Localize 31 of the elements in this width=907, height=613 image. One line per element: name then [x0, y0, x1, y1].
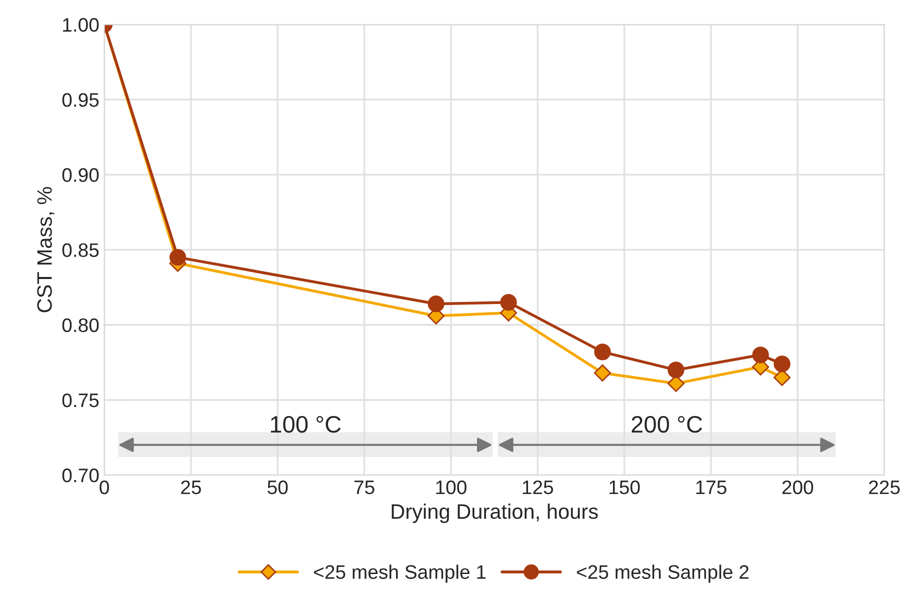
point [594, 364, 612, 382]
x-tick-label: 0 [100, 480, 109, 494]
x-tick-label: 50 [268, 480, 288, 494]
y-tick-label: 0.80 [62, 318, 99, 332]
point [428, 296, 444, 312]
point [668, 362, 684, 378]
y-tick-label: 0.90 [62, 168, 99, 182]
x-tick-label: 150 [610, 480, 640, 494]
point [752, 346, 769, 364]
y-tick-label: 0.95 [62, 93, 99, 107]
point [594, 344, 611, 360]
x-tick-label: 200 [782, 480, 814, 494]
legend-label: <25 mesh Sample 1 [314, 564, 486, 583]
x-tick-label: 25 [181, 480, 201, 494]
x-tick-label: 75 [354, 480, 374, 494]
point [774, 356, 790, 372]
y-tick-label: 0.85 [62, 243, 99, 258]
point [500, 294, 517, 311]
x-tick-label: 125 [522, 480, 554, 494]
y-axis-title: CST Mass, % [37, 187, 54, 312]
band-label: 200 °C [632, 416, 702, 433]
y-tick-label: 1.00 [63, 18, 99, 32]
y-tick-label: 0.70 [62, 468, 99, 482]
y-tick-label: 0.75 [62, 393, 99, 408]
x-tick-label: 100 [436, 480, 466, 494]
x-tick-label: 175 [696, 480, 726, 494]
point [169, 248, 186, 266]
x-axis-title: Drying Duration, hours [392, 504, 598, 524]
band-label: 100 °C [270, 416, 341, 433]
x-tick-label: 225 [869, 480, 900, 494]
legend-label: <25 mesh Sample 2 [576, 564, 748, 583]
